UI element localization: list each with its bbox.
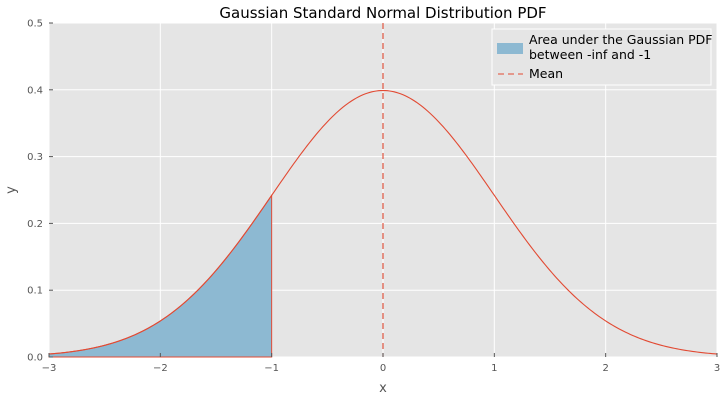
chart-title: Gaussian Standard Normal Distribution PD… <box>219 4 546 22</box>
legend-area-label-line2: between -inf and -1 <box>529 47 651 62</box>
legend: Area under the Gaussian PDF between -inf… <box>491 28 712 86</box>
legend-area-swatch <box>497 43 523 54</box>
y-tick-label: 0.3 <box>27 152 43 163</box>
y-tick-label: 0.1 <box>27 286 43 297</box>
x-tick-label: −3 <box>42 363 57 374</box>
x-tick-label: −1 <box>264 363 279 374</box>
x-tick-label: 3 <box>714 363 720 374</box>
x-tick-label: 0 <box>380 363 386 374</box>
y-tick-label: 0.4 <box>27 85 43 96</box>
legend-box <box>491 28 712 86</box>
x-tick-label: 2 <box>602 363 608 374</box>
y-tick-label: 0.2 <box>27 219 43 230</box>
y-tick-label: 0.5 <box>27 19 43 30</box>
x-tick-label: −2 <box>153 363 168 374</box>
x-axis-label: x <box>379 381 387 396</box>
legend-area-label-line1: Area under the Gaussian PDF <box>529 32 712 47</box>
y-tick-label: 0.0 <box>27 353 43 364</box>
ticks: −3 −2 −1 0 1 2 3 0.0 0.1 0.2 0.3 0.4 0.5 <box>27 19 720 375</box>
y-axis-label: y <box>4 186 19 194</box>
x-tick-label: 1 <box>491 363 497 374</box>
pdf-curve <box>48 89 718 355</box>
legend-mean-label: Mean <box>529 66 563 81</box>
